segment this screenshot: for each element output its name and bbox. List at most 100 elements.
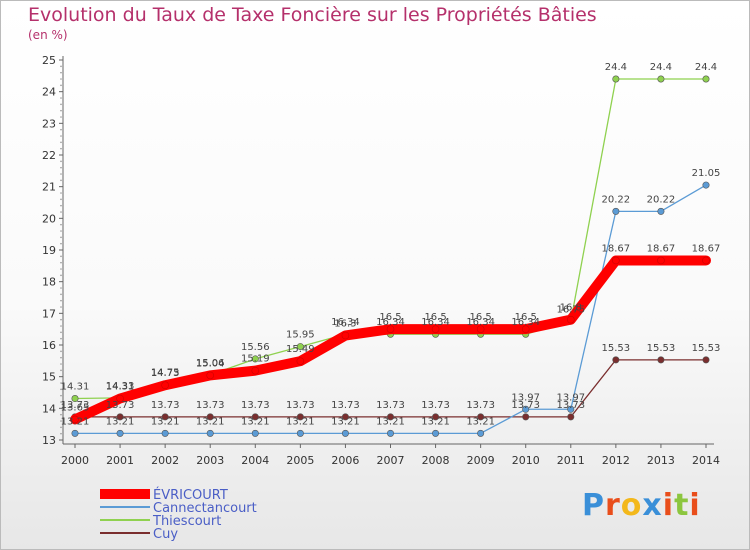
data-label: 13.73 xyxy=(331,400,360,411)
data-point xyxy=(251,429,259,437)
x-tick-label: 2001 xyxy=(106,454,134,467)
y-minor-tick xyxy=(60,394,62,397)
data-label: 15.06 xyxy=(196,358,225,369)
x-tick-label: 2005 xyxy=(286,454,314,467)
data-point xyxy=(702,256,710,265)
data-label: 15.53 xyxy=(602,343,631,354)
x-tick-label: 2009 xyxy=(467,454,495,467)
y-minor-tick xyxy=(60,147,62,150)
data-label: 13.21 xyxy=(106,416,135,427)
x-tick-label: 2014 xyxy=(692,454,720,467)
x-tick-label: 2002 xyxy=(151,454,179,467)
data-label: 16.34 xyxy=(511,317,540,328)
x-tick-label: 2010 xyxy=(512,454,540,467)
data-point xyxy=(71,415,79,424)
y-minor-tick xyxy=(60,173,62,175)
y-minor-tick xyxy=(60,109,62,112)
y-minor-tick xyxy=(60,179,62,182)
data-label: 14.73 xyxy=(151,368,180,379)
data-label: 13.73 xyxy=(106,400,135,411)
data-label: 18.67 xyxy=(692,243,721,254)
y-tick-label: 23 xyxy=(42,117,56,130)
y-minor-tick xyxy=(60,261,62,264)
data-point xyxy=(566,315,575,324)
data-point xyxy=(251,413,259,421)
y-minor-tick xyxy=(60,331,62,334)
data-point xyxy=(296,343,304,351)
data-point xyxy=(71,395,79,403)
data-label: 13.73 xyxy=(511,400,540,411)
y-tick-label: 22 xyxy=(42,149,56,162)
y-minor-tick xyxy=(60,242,62,245)
data-label: 14.75 xyxy=(151,368,180,379)
x-tick-label: 2012 xyxy=(602,454,630,467)
data-point xyxy=(341,429,349,437)
y-tick-label: 19 xyxy=(42,244,56,257)
data-label: 16.5 xyxy=(515,312,537,323)
data-label: 13.73 xyxy=(241,400,270,411)
x-tick-label: 2003 xyxy=(196,454,224,467)
x-tick-label: 2004 xyxy=(241,454,269,467)
data-point xyxy=(702,181,710,189)
y-minor-tick xyxy=(60,255,62,258)
y-tick-label: 21 xyxy=(42,181,56,194)
data-point xyxy=(206,371,215,380)
data-point xyxy=(386,413,394,421)
data-point xyxy=(612,356,620,364)
data-point xyxy=(161,413,169,421)
x-tick-label: 2007 xyxy=(377,454,405,467)
y-minor-tick xyxy=(60,160,62,163)
y-tick-label: 13 xyxy=(42,434,56,447)
y-minor-tick xyxy=(60,116,62,118)
data-label: 13.73 xyxy=(286,400,315,411)
data-point xyxy=(567,405,575,413)
y-minor-tick xyxy=(60,363,62,365)
data-label: 18.67 xyxy=(602,243,631,254)
data-point xyxy=(206,429,214,437)
y-minor-tick xyxy=(60,382,62,384)
data-label: 16.34 xyxy=(466,317,495,328)
y-tick-label: 17 xyxy=(42,307,56,320)
logo-letter: r xyxy=(605,488,621,523)
y-minor-tick xyxy=(60,103,62,106)
data-label: 15.95 xyxy=(286,330,315,341)
y-minor-tick xyxy=(60,78,62,80)
data-point xyxy=(657,356,665,364)
y-minor-tick xyxy=(60,198,62,201)
data-point xyxy=(657,256,665,265)
data-point xyxy=(296,429,304,437)
y-minor-tick xyxy=(60,230,62,232)
data-label: 20.22 xyxy=(647,194,676,205)
data-point xyxy=(522,413,530,421)
series-line-évricourt xyxy=(70,255,711,425)
y-minor-tick xyxy=(60,293,62,296)
data-label: 13.73 xyxy=(376,400,405,411)
unit-label: (en %) xyxy=(28,28,68,42)
data-point xyxy=(612,256,620,265)
legend-label: Thiescourt xyxy=(152,514,221,529)
data-label: 24.4 xyxy=(605,62,627,73)
data-point xyxy=(251,355,259,363)
data-point xyxy=(386,429,394,437)
y-tick-label: 18 xyxy=(42,276,56,289)
legend-label: Cuy xyxy=(153,527,178,542)
data-label: 13.21 xyxy=(61,416,90,427)
data-point xyxy=(251,366,260,375)
y-tick-label: 16 xyxy=(42,339,56,352)
y-minor-tick xyxy=(60,223,62,226)
data-label: 13.73 xyxy=(421,400,450,411)
data-label: 16.5 xyxy=(470,312,492,323)
data-label: 20.22 xyxy=(602,194,631,205)
y-minor-tick xyxy=(60,128,62,131)
x-tick-label: 2013 xyxy=(647,454,675,467)
data-point xyxy=(296,413,304,421)
y-minor-tick xyxy=(60,426,62,429)
y-minor-tick xyxy=(60,236,62,239)
data-label: 24.4 xyxy=(650,62,672,73)
y-minor-tick xyxy=(60,388,62,391)
data-point xyxy=(657,75,665,83)
data-label: 16.5 xyxy=(379,312,401,323)
data-point xyxy=(116,413,124,421)
logo-letter: x xyxy=(642,488,663,523)
